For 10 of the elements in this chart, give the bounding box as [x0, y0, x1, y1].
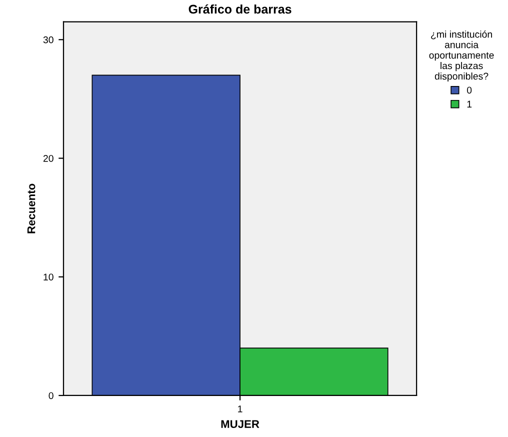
x-axis-title: MUJER	[221, 420, 260, 428]
legend-title: ¿mi institución anuncia oportunamente las plazas disponibles?	[429, 30, 494, 82]
y-tick-label: 10	[44, 274, 54, 280]
legend-label: 0	[466, 86, 472, 94]
y-axis-title: Recuento	[27, 184, 36, 234]
y-tick-label: 30	[43, 36, 54, 44]
y-tick-label: 20	[43, 154, 54, 162]
chart-title: Gráfico de barras	[188, 4, 292, 14]
legend-label: 1	[467, 100, 472, 108]
y-tick-label: 0	[48, 392, 54, 400]
